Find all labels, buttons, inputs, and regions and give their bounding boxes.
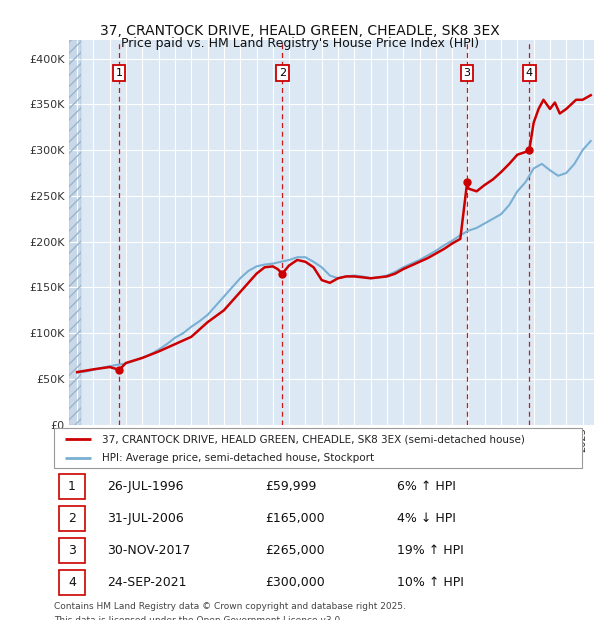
Text: 2: 2 (68, 512, 76, 525)
Text: This data is licensed under the Open Government Licence v3.0.: This data is licensed under the Open Gov… (54, 616, 343, 620)
Text: 2: 2 (278, 68, 286, 78)
Text: 3: 3 (68, 544, 76, 557)
Text: 4% ↓ HPI: 4% ↓ HPI (397, 512, 456, 525)
Text: Price paid vs. HM Land Registry's House Price Index (HPI): Price paid vs. HM Land Registry's House … (121, 37, 479, 50)
Text: £265,000: £265,000 (265, 544, 325, 557)
Text: 24-SEP-2021: 24-SEP-2021 (107, 577, 187, 589)
Bar (59, 538, 85, 563)
Text: 31-JUL-2006: 31-JUL-2006 (107, 512, 184, 525)
Bar (69, 40, 81, 425)
Text: 4: 4 (68, 577, 76, 589)
Text: 37, CRANTOCK DRIVE, HEALD GREEN, CHEADLE, SK8 3EX (semi-detached house): 37, CRANTOCK DRIVE, HEALD GREEN, CHEADLE… (101, 434, 524, 444)
Bar (59, 474, 85, 498)
Text: 26-JUL-1996: 26-JUL-1996 (107, 480, 184, 492)
Text: 6% ↑ HPI: 6% ↑ HPI (397, 480, 456, 492)
Text: 37, CRANTOCK DRIVE, HEALD GREEN, CHEADLE, SK8 3EX: 37, CRANTOCK DRIVE, HEALD GREEN, CHEADLE… (100, 24, 500, 38)
Text: £59,999: £59,999 (265, 480, 317, 492)
Text: 4: 4 (526, 68, 533, 78)
Text: 19% ↑ HPI: 19% ↑ HPI (397, 544, 464, 557)
Bar (59, 506, 85, 531)
Bar (69, 40, 81, 425)
Text: £300,000: £300,000 (265, 577, 325, 589)
Text: 1: 1 (68, 480, 76, 492)
Text: £165,000: £165,000 (265, 512, 325, 525)
Bar (59, 570, 85, 595)
Text: Contains HM Land Registry data © Crown copyright and database right 2025.: Contains HM Land Registry data © Crown c… (54, 602, 406, 611)
Text: 30-NOV-2017: 30-NOV-2017 (107, 544, 190, 557)
Text: 10% ↑ HPI: 10% ↑ HPI (397, 577, 464, 589)
Text: 1: 1 (116, 68, 122, 78)
Text: HPI: Average price, semi-detached house, Stockport: HPI: Average price, semi-detached house,… (101, 453, 374, 463)
Text: 3: 3 (464, 68, 470, 78)
